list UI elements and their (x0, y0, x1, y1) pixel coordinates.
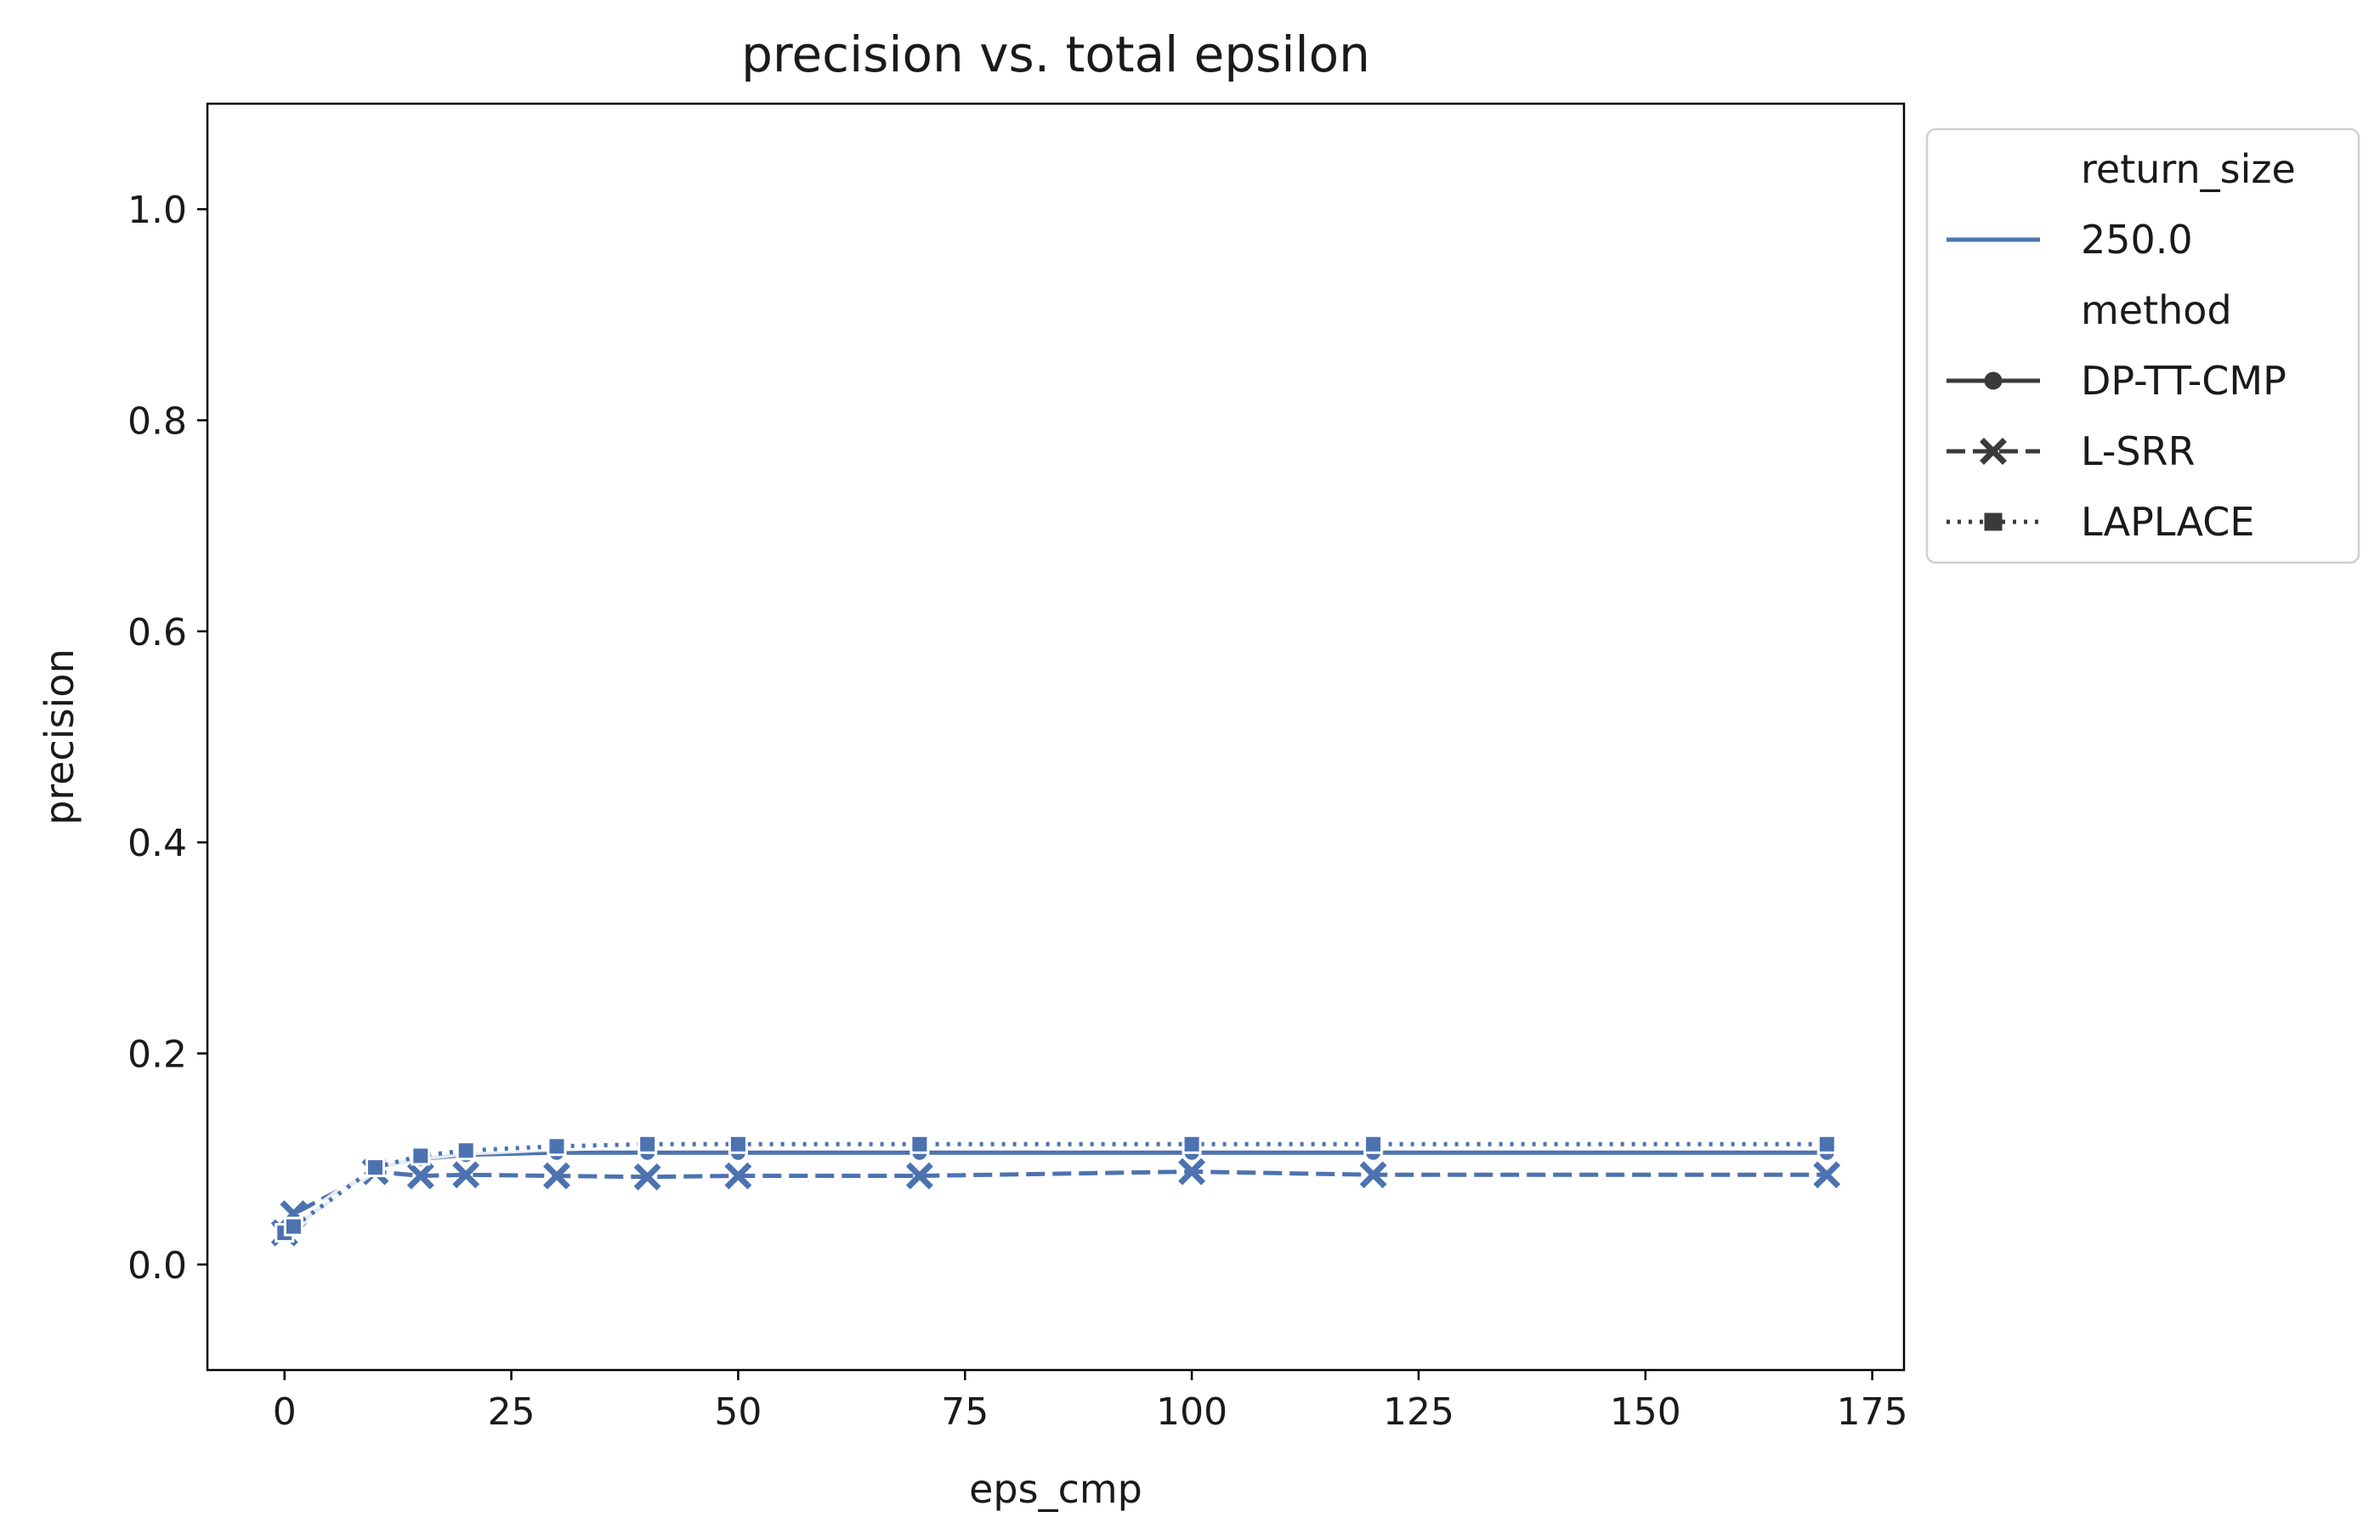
legend-style-entries: DP-TT-CMP L-SRR LAPLACE (1946, 358, 2286, 545)
legend-style-title: method (2081, 287, 2232, 333)
data-point (724, 1162, 752, 1190)
data-point (1363, 1134, 1384, 1154)
data-point (638, 1134, 658, 1154)
x-tick-label: 0 (273, 1390, 297, 1434)
y-tick-label: 0.8 (128, 400, 187, 444)
y-axis-label: precision (37, 648, 82, 825)
x-axis-label: eps_cmp (969, 1466, 1142, 1512)
x-tick-label: 100 (1156, 1390, 1227, 1434)
data-point (633, 1163, 661, 1191)
data-point (547, 1136, 567, 1157)
legend-marker-x (1980, 438, 2007, 465)
y-tick-label: 1.0 (128, 189, 187, 232)
y-tick-label: 0.0 (128, 1244, 187, 1288)
y-tick-label: 0.6 (128, 611, 187, 654)
legend-marker-square (1984, 512, 2003, 531)
data-point (910, 1134, 930, 1154)
data-point (1182, 1134, 1202, 1154)
data-point (456, 1141, 476, 1161)
x-tick-label: 50 (714, 1390, 762, 1434)
data-point (1359, 1161, 1387, 1189)
legend-label: L-SRR (2081, 428, 2196, 474)
data-point (1816, 1134, 1837, 1154)
data-point (411, 1146, 431, 1166)
x-tick-label: 175 (1837, 1390, 1908, 1434)
legend-marker-circle (1984, 371, 2003, 390)
series-halo (281, 1139, 1828, 1237)
x-axis: 0 25 50 75 100 125 150 175 (273, 1370, 1908, 1434)
legend: return_size 250.0 method DP-TT-CMP L-SRR L… (1925, 127, 2360, 564)
data-point (542, 1162, 570, 1190)
legend-label: DP-TT-CMP (2081, 358, 2286, 404)
chart-title: precision vs. total epsilon (741, 25, 1370, 83)
x-tick-label: 150 (1610, 1390, 1681, 1434)
x-tick-label: 125 (1383, 1390, 1454, 1434)
y-tick-label: 0.2 (128, 1033, 187, 1077)
x-tick-label: 75 (941, 1390, 989, 1434)
legend-hue-title: return_size (2081, 146, 2296, 192)
legend-entry-l-srr: L-SRR (1946, 428, 2196, 474)
legend-entry-dp-tt-cmp: DP-TT-CMP (1946, 358, 2286, 404)
legend-frame (1925, 127, 2360, 564)
data-point (406, 1162, 434, 1190)
legend-label: LAPLACE (2081, 499, 2254, 545)
data-point (1178, 1158, 1206, 1186)
data-point (283, 1216, 303, 1237)
legend-hue-label: 250.0 (2081, 217, 2193, 263)
data-point (1813, 1161, 1841, 1189)
data-point (728, 1134, 748, 1154)
y-axis: 0.0 0.2 0.4 0.6 0.8 1.0 (128, 189, 207, 1288)
legend-entry-laplace: LAPLACE (1946, 499, 2254, 545)
series-layer (270, 1134, 1841, 1247)
data-point (452, 1161, 480, 1189)
data-point (365, 1158, 385, 1178)
y-tick-label: 0.4 (128, 822, 187, 865)
x-tick-label: 25 (488, 1390, 536, 1434)
series-laplace (275, 1134, 1837, 1243)
data-point (905, 1162, 933, 1190)
